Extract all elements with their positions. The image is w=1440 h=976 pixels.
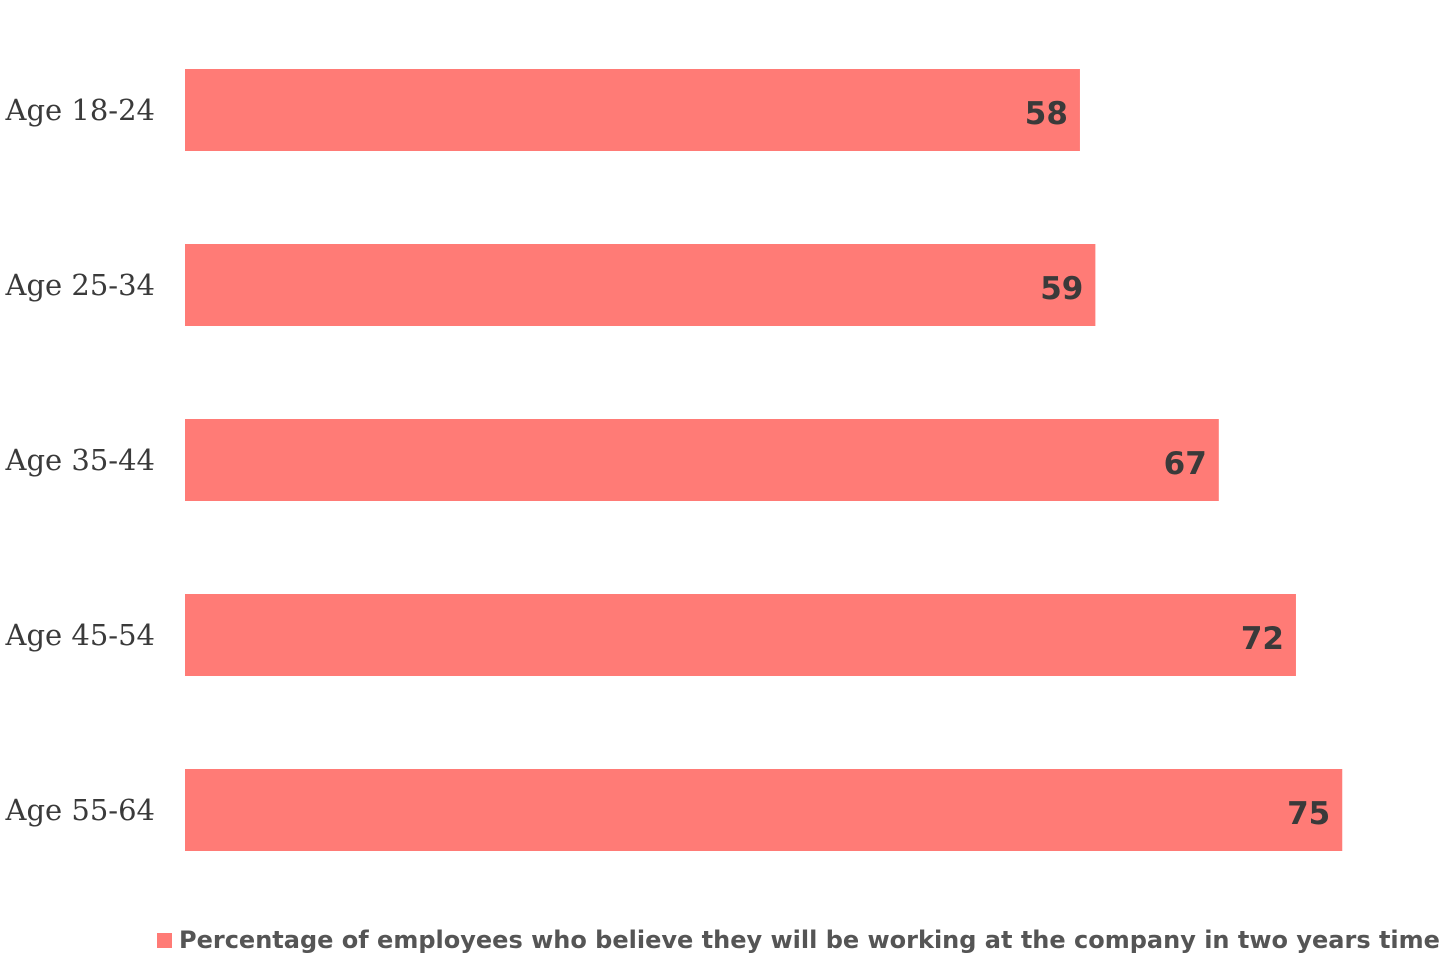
legend: Percentage of employees who believe they… [157, 926, 1440, 954]
value-labels-group: 58 59 67 72 75 [1025, 96, 1330, 832]
category-label: Age 18-24 [5, 93, 156, 127]
bar-age-35-44 [185, 419, 1219, 501]
data-label: 75 [1287, 796, 1330, 832]
bar-age-18-24 [185, 69, 1080, 151]
bars-group [185, 69, 1343, 851]
category-labels-group: Age 18-24 Age 25-34 Age 35-44 Age 45-54 Age … [5, 93, 156, 827]
bar-age-25-34 [185, 244, 1096, 326]
legend-swatch [157, 933, 172, 948]
category-label: Age 35-44 [5, 443, 156, 477]
data-label: 67 [1164, 446, 1207, 482]
category-label: Age 25-34 [5, 268, 156, 302]
data-label: 59 [1040, 271, 1083, 307]
data-label: 58 [1025, 96, 1068, 132]
category-label: Age 45-54 [5, 618, 156, 652]
category-label: Age 55-64 [5, 793, 156, 827]
legend-label: Percentage of employees who believe they… [179, 926, 1440, 954]
bar-age-45-54 [185, 594, 1296, 676]
data-label: 72 [1241, 621, 1284, 657]
bar-age-55-64 [185, 769, 1343, 851]
